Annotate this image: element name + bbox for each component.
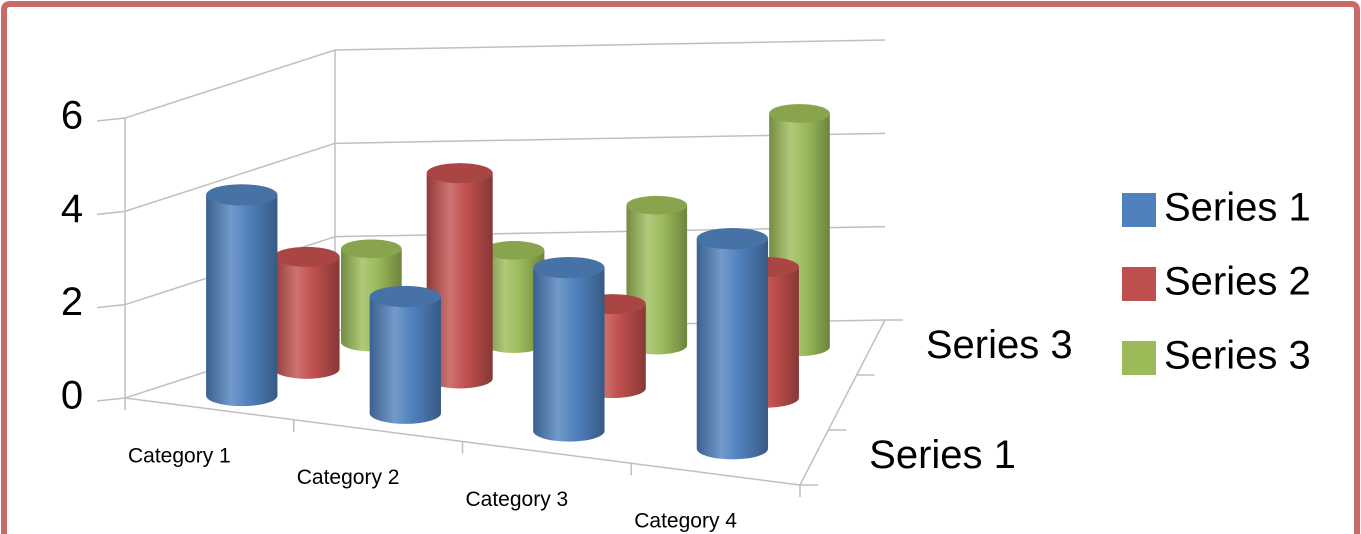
cylinder [206,184,278,407]
legend-label: Series 2 [1164,260,1311,304]
cylinder-top [533,256,605,279]
cylinder [426,163,493,389]
floor-right-edge [799,319,886,486]
grid-line [124,142,336,213]
grid-line [124,49,336,119]
x-tick-label: Category 1 [128,444,231,467]
y-tick-label: 6 [61,94,83,138]
cylinder-body [369,296,441,424]
cylinder-body [696,238,769,460]
cylinder [483,240,545,353]
legend-swatch [1122,193,1156,227]
cylinder-top [483,240,545,260]
legend-swatch [1122,267,1156,301]
cylinder-body [206,194,278,407]
cylinder-top [769,104,830,123]
legend-label: Series 1 [1164,186,1311,230]
grid-line [334,39,886,51]
tick-mark [96,303,126,309]
cylinder-body [273,256,340,379]
y-tick-label: 4 [61,187,83,231]
x-tick-label: Category 4 [634,510,737,533]
cylinder-top [426,163,493,184]
y-tick-label: 0 [61,374,83,418]
cylinder [369,285,441,424]
x-tick-label: Category 3 [466,488,569,511]
cylinder-body [426,173,493,389]
cylinder-body [533,267,605,442]
cylinder-top [341,239,402,259]
depth-tick-label: Series 3 [926,323,1073,367]
tick-mark [96,210,126,216]
cylinder-body [483,250,545,353]
depth-tick-label: Series 1 [869,433,1016,477]
cylinder [696,227,769,460]
y-tick-label: 2 [61,280,83,324]
x-tick-label: Category 2 [297,466,400,489]
cylinder-top [696,227,769,250]
cylinder-top [626,195,688,215]
cylinder [533,256,605,442]
cylinder-top [369,285,441,308]
legend-label: Series 3 [1164,334,1311,378]
cylinder-top [206,184,278,206]
tick-mark [96,397,126,402]
cylinder-top [273,246,340,267]
legend-swatch [1122,341,1156,375]
tick-mark [96,117,126,122]
cylinder [273,246,340,379]
